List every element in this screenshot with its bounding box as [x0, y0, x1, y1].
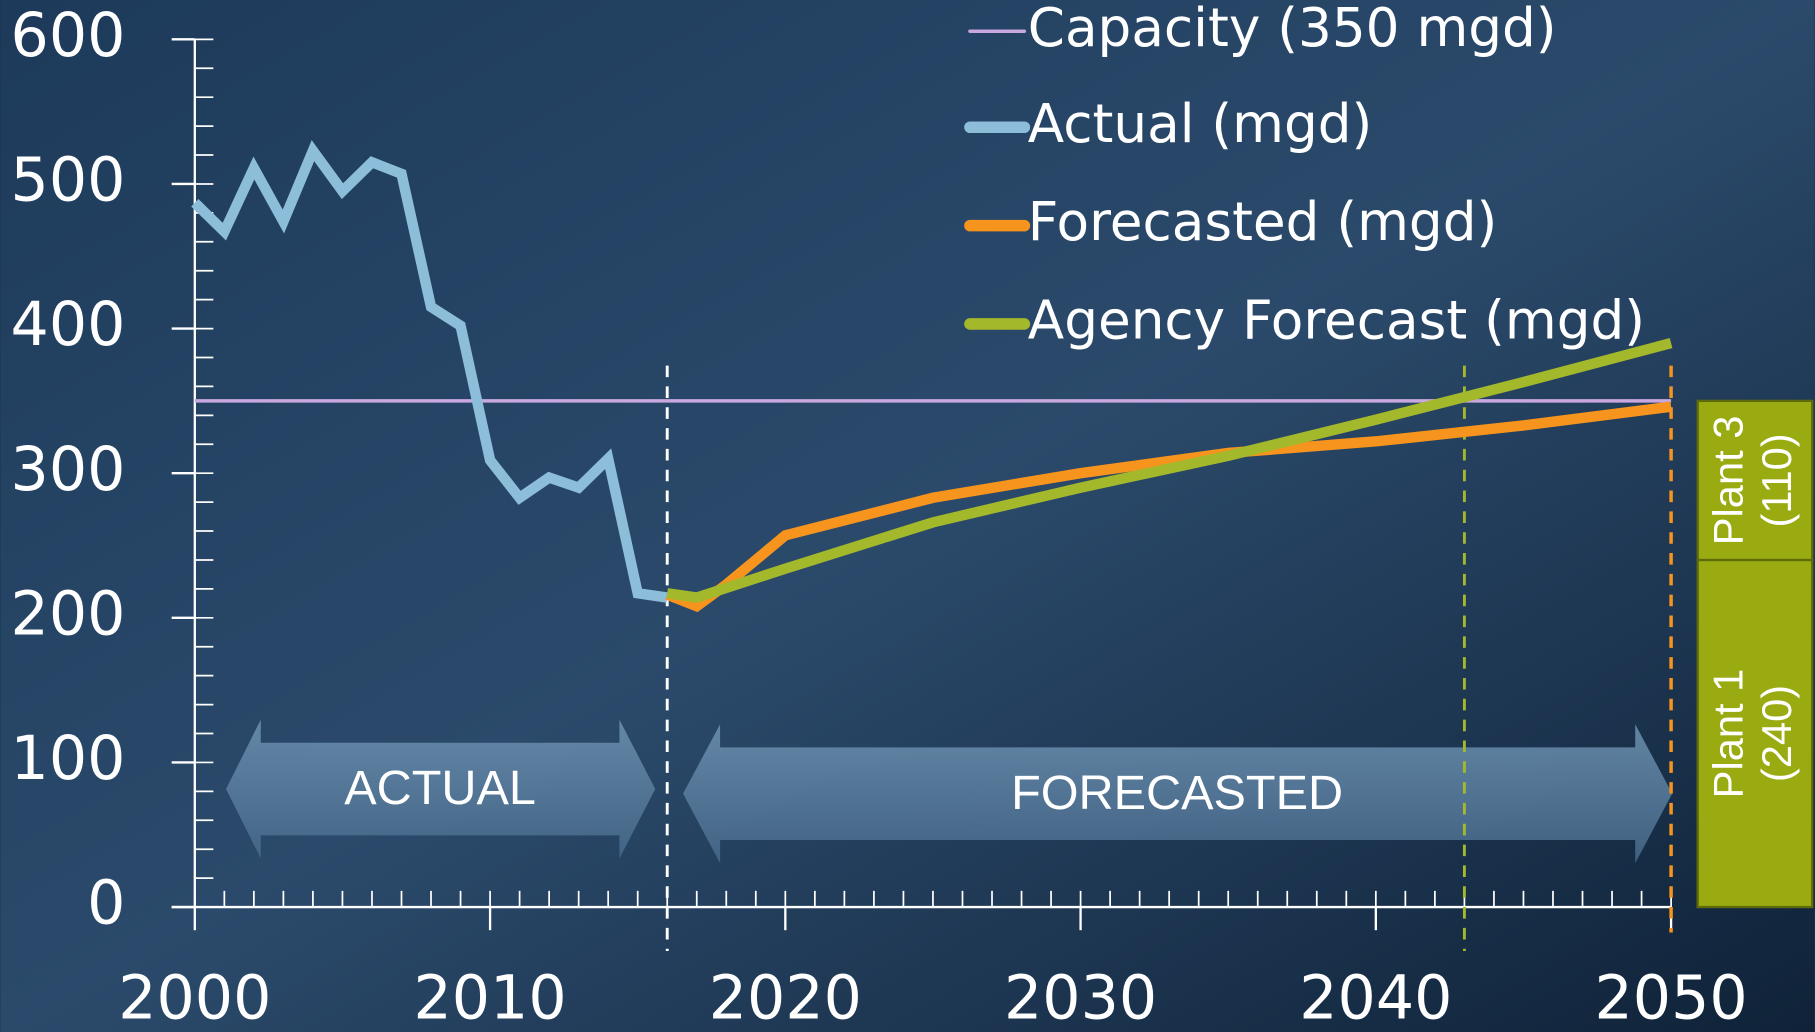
x-tick-label: 2000	[118, 964, 271, 1032]
annotation: ACTUAL	[344, 761, 536, 815]
y-tick-label: 600	[11, 1, 126, 71]
x-tick-label: 2010	[414, 964, 567, 1032]
forecast-arrow	[683, 724, 1673, 864]
capacity-value: (110)	[1753, 433, 1800, 527]
annotation: FORECASTED	[1011, 766, 1343, 820]
x-tick-label: 2050	[1595, 964, 1748, 1032]
capacity-label: Plant 1 (240)	[1704, 669, 1800, 799]
capacity-bar	[1696, 558, 1814, 909]
y-tick-label: 500	[11, 146, 126, 216]
capacity-name: Plant 1	[1704, 669, 1751, 799]
capacity-value: (240)	[1753, 685, 1800, 782]
y-tick-label: 400	[11, 290, 126, 360]
x-tick-label: 2030	[1004, 964, 1157, 1032]
legend-label: Agency Forecast (mgd)	[1028, 290, 1645, 352]
legend-label: Capacity (350 mgd)	[1028, 0, 1557, 59]
series-line	[191, 140, 668, 603]
capacity-bar	[1696, 399, 1814, 562]
y-tick-label: 200	[11, 579, 126, 649]
capacity-name: Plant 3	[1704, 416, 1751, 546]
y-tick-label: 300	[11, 435, 126, 505]
x-tick-label: 2040	[1299, 964, 1452, 1032]
x-tick-label: 2020	[709, 964, 862, 1032]
y-tick-label: 100	[11, 724, 126, 794]
capacity-label: Plant 3 (110)	[1704, 416, 1800, 546]
legend-label: Forecasted (mgd)	[1028, 191, 1497, 253]
y-tick-label: 0	[87, 869, 125, 939]
legend-label: Actual (mgd)	[1028, 93, 1372, 155]
series-line	[666, 338, 1673, 603]
actual-arrow	[226, 719, 656, 859]
